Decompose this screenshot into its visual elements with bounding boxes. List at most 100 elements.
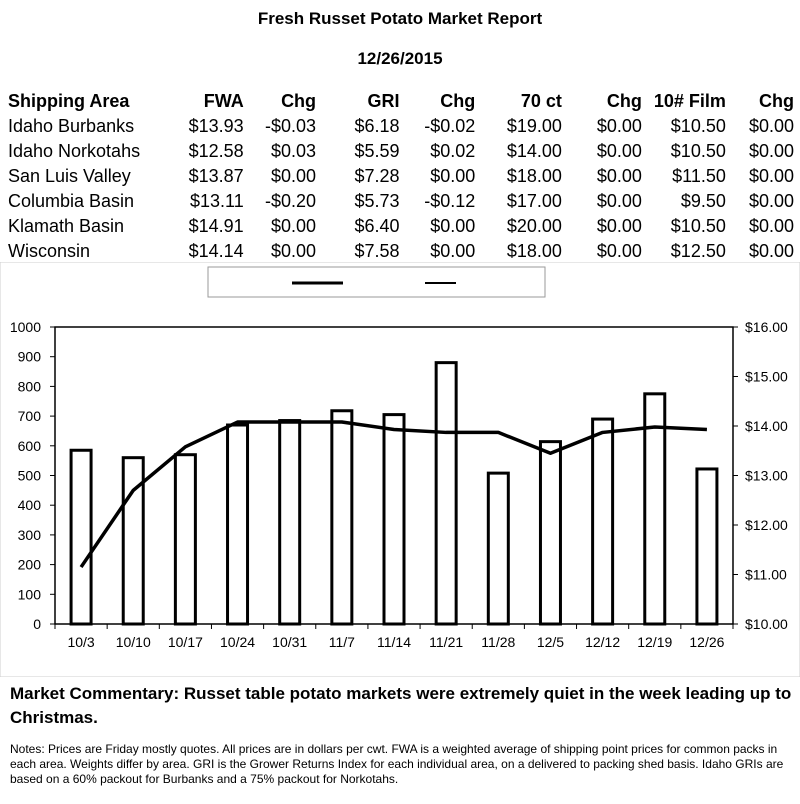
column-header: Chg: [759, 91, 794, 111]
right-tick-label: $11.00: [745, 567, 787, 583]
price-cell: $13.93: [188, 116, 244, 136]
left-tick-label: 200: [18, 557, 42, 573]
plot-layer: 0 100 200 300 400 500 600 700 800 900 1000 $10.00 $1…: [10, 319, 788, 650]
left-tick-label: 0: [33, 616, 41, 632]
left-tick-label: 900: [18, 349, 42, 365]
price-cell: $10.50: [670, 116, 726, 136]
table-header-row: Shipping Area FWA Chg GRI Chg 70 ct Chg …: [8, 89, 794, 114]
shipping-area-cell: Klamath Basin: [8, 216, 125, 236]
price-cell: $0.00: [271, 166, 317, 186]
price-cell: $6.40: [354, 216, 400, 236]
bar: [695, 467, 719, 626]
bar: [434, 361, 458, 626]
right-tick-label: $16.00: [745, 319, 788, 335]
left-tick-label: 700: [18, 408, 42, 424]
x-tick-label: 12/19: [637, 634, 672, 650]
x-tick-label: 10/17: [168, 634, 203, 650]
bar: [69, 448, 93, 626]
price-cell: $0.02: [430, 141, 476, 161]
price-table: Shipping Area FWA Chg GRI Chg 70 ct Chg …: [8, 89, 794, 264]
price-cell: $13.11: [189, 191, 244, 211]
left-tick-label: 1000: [10, 319, 41, 335]
table-row: Idaho Burbanks $13.93 -$0.03 $6.18 -$0.02 $19…: [8, 114, 794, 139]
column-header: 70 ct: [520, 91, 562, 111]
column-header: FWA: [203, 91, 244, 111]
price-cell: -$0.12: [424, 191, 476, 211]
x-tick-label: 10/10: [116, 634, 151, 650]
price-cell: $0.00: [748, 241, 794, 261]
price-cell: $0.00: [596, 241, 642, 261]
price-cell: $0.00: [430, 241, 476, 261]
price-cell: $13.87: [188, 166, 244, 186]
x-tick-label: 10/3: [67, 634, 94, 650]
price-cell: -$0.20: [265, 191, 317, 211]
x-tick-label: 11/14: [377, 634, 411, 650]
series-line: [79, 420, 708, 569]
price-cell: $0.00: [596, 216, 642, 236]
bar: [538, 440, 562, 626]
right-tick-label: $12.00: [745, 517, 788, 533]
price-cell: $14.14: [188, 241, 244, 261]
right-tick-label: $10.00: [745, 616, 788, 632]
x-tick-label: 12/12: [585, 634, 620, 650]
left-tick-label: 100: [18, 586, 42, 602]
price-cell: $0.00: [596, 141, 642, 161]
price-cell: $0.00: [271, 241, 317, 261]
price-cell: $0.00: [748, 116, 794, 136]
price-cell: $18.00: [506, 241, 562, 261]
price-cell: $0.00: [430, 216, 476, 236]
price-cell: $0.00: [430, 166, 476, 186]
x-tick-label: 11/21: [429, 634, 463, 650]
right-tick-label: $15.00: [745, 369, 788, 385]
bar: [486, 471, 510, 626]
column-header: Chg: [606, 91, 642, 111]
table-row: Columbia Basin $13.11 -$0.20 $5.73 -$0.12 $17…: [8, 189, 794, 214]
table-row: San Luis Valley $13.87 $0.00 $7.28 $0.00 $18.…: [8, 164, 794, 189]
price-cell: -$0.03: [265, 116, 317, 136]
price-cell: $0.00: [748, 216, 794, 236]
price-cell: $12.50: [670, 241, 726, 261]
chart: 0 100 200 300 400 500 600 700 800 900 1000 $10.00 $1…: [0, 262, 800, 677]
table-row: Klamath Basin $14.91 $0.00 $6.40 $0.00 $20.00…: [8, 214, 794, 239]
x-tick-label: 10/31: [272, 634, 307, 650]
shipping-area-cell: San Luis Valley: [8, 166, 131, 186]
price-cell: $17.00: [506, 191, 562, 211]
price-cell: -$0.02: [424, 116, 476, 136]
left-tick-label: 800: [18, 378, 42, 394]
shipping-area-cell: Idaho Norkotahs: [8, 141, 141, 161]
bar: [173, 453, 197, 626]
left-tick-label: 600: [18, 438, 42, 454]
price-cell: $0.00: [596, 191, 642, 211]
bar: [330, 409, 354, 626]
notes: Notes: Prices are Friday mostly quotes. …: [10, 742, 784, 786]
report-date: 12/26/2015: [357, 49, 443, 68]
left-tick-label: 400: [18, 497, 42, 513]
price-cell: $12.58: [188, 141, 244, 161]
legend-box: [207, 266, 546, 298]
right-tick-label: $13.00: [745, 468, 788, 484]
price-cell: $0.00: [596, 116, 642, 136]
column-header: Chg: [281, 91, 317, 111]
price-cell: $0.00: [271, 216, 317, 236]
price-cell: $0.00: [748, 191, 794, 211]
table-row: Idaho Norkotahs $12.58 $0.03 $5.59 $0.02 $14.…: [8, 139, 794, 164]
price-cell: $0.00: [748, 141, 794, 161]
left-tick-label: 300: [18, 527, 42, 543]
price-cell: $19.00: [506, 116, 562, 136]
right-tick-label: $14.00: [745, 418, 788, 434]
x-tick-label: 12/5: [537, 634, 564, 650]
price-cell: $7.28: [354, 166, 400, 186]
report-title: Fresh Russet Potato Market Report: [257, 9, 543, 28]
column-header: GRI: [367, 91, 400, 111]
bar: [226, 423, 250, 626]
market-commentary: Market Commentary: Russet table potato m…: [10, 684, 792, 727]
shipping-area-cell: Wisconsin: [8, 241, 91, 261]
column-header: 10# Film: [653, 91, 726, 111]
table-row: Wisconsin $14.14 $0.00 $7.58 $0.00 $18.00 $0.0…: [8, 239, 794, 264]
price-cell: $6.18: [354, 116, 400, 136]
price-cell: $10.50: [670, 141, 726, 161]
x-tick-label: 11/28: [481, 634, 515, 650]
bar: [591, 417, 615, 626]
column-header: Chg: [440, 91, 476, 111]
price-cell: $11.50: [672, 166, 726, 186]
